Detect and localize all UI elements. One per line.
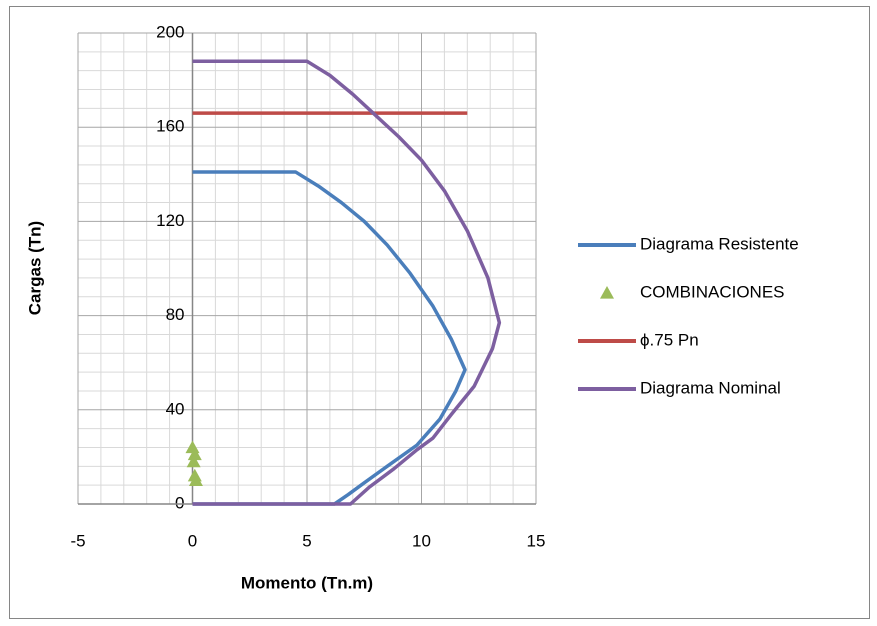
legend-swatch bbox=[600, 286, 614, 299]
y-axis-title: Cargas (Tn) bbox=[25, 221, 44, 315]
x-tick-label: 5 bbox=[302, 531, 311, 550]
series-line bbox=[192, 170, 467, 506]
y-tick-label: 160 bbox=[156, 117, 184, 136]
legend-label: Diagrama Nominal bbox=[640, 378, 781, 397]
x-tick-label: 10 bbox=[412, 531, 431, 550]
y-tick-label: 200 bbox=[156, 22, 184, 41]
x-tick-label: 15 bbox=[527, 531, 546, 550]
data-point bbox=[187, 447, 202, 461]
y-tick-label: 0 bbox=[175, 493, 184, 512]
y-tick-label: 80 bbox=[166, 305, 185, 324]
chart-frame bbox=[9, 6, 870, 619]
data-point bbox=[188, 473, 203, 487]
y-tick-label: 40 bbox=[166, 399, 185, 418]
x-tick-label: -5 bbox=[70, 531, 85, 550]
x-axis-title: Momento (Tn.m) bbox=[241, 573, 373, 592]
x-tick-label: 0 bbox=[188, 531, 197, 550]
legend-label: Diagrama Resistente bbox=[640, 234, 799, 253]
legend-label: ϕ.75 Pn bbox=[640, 330, 699, 349]
legend-label: COMBINACIONES bbox=[640, 282, 785, 301]
y-tick-label: 120 bbox=[156, 211, 184, 230]
data-point bbox=[186, 454, 201, 468]
series-line bbox=[192, 59, 502, 506]
